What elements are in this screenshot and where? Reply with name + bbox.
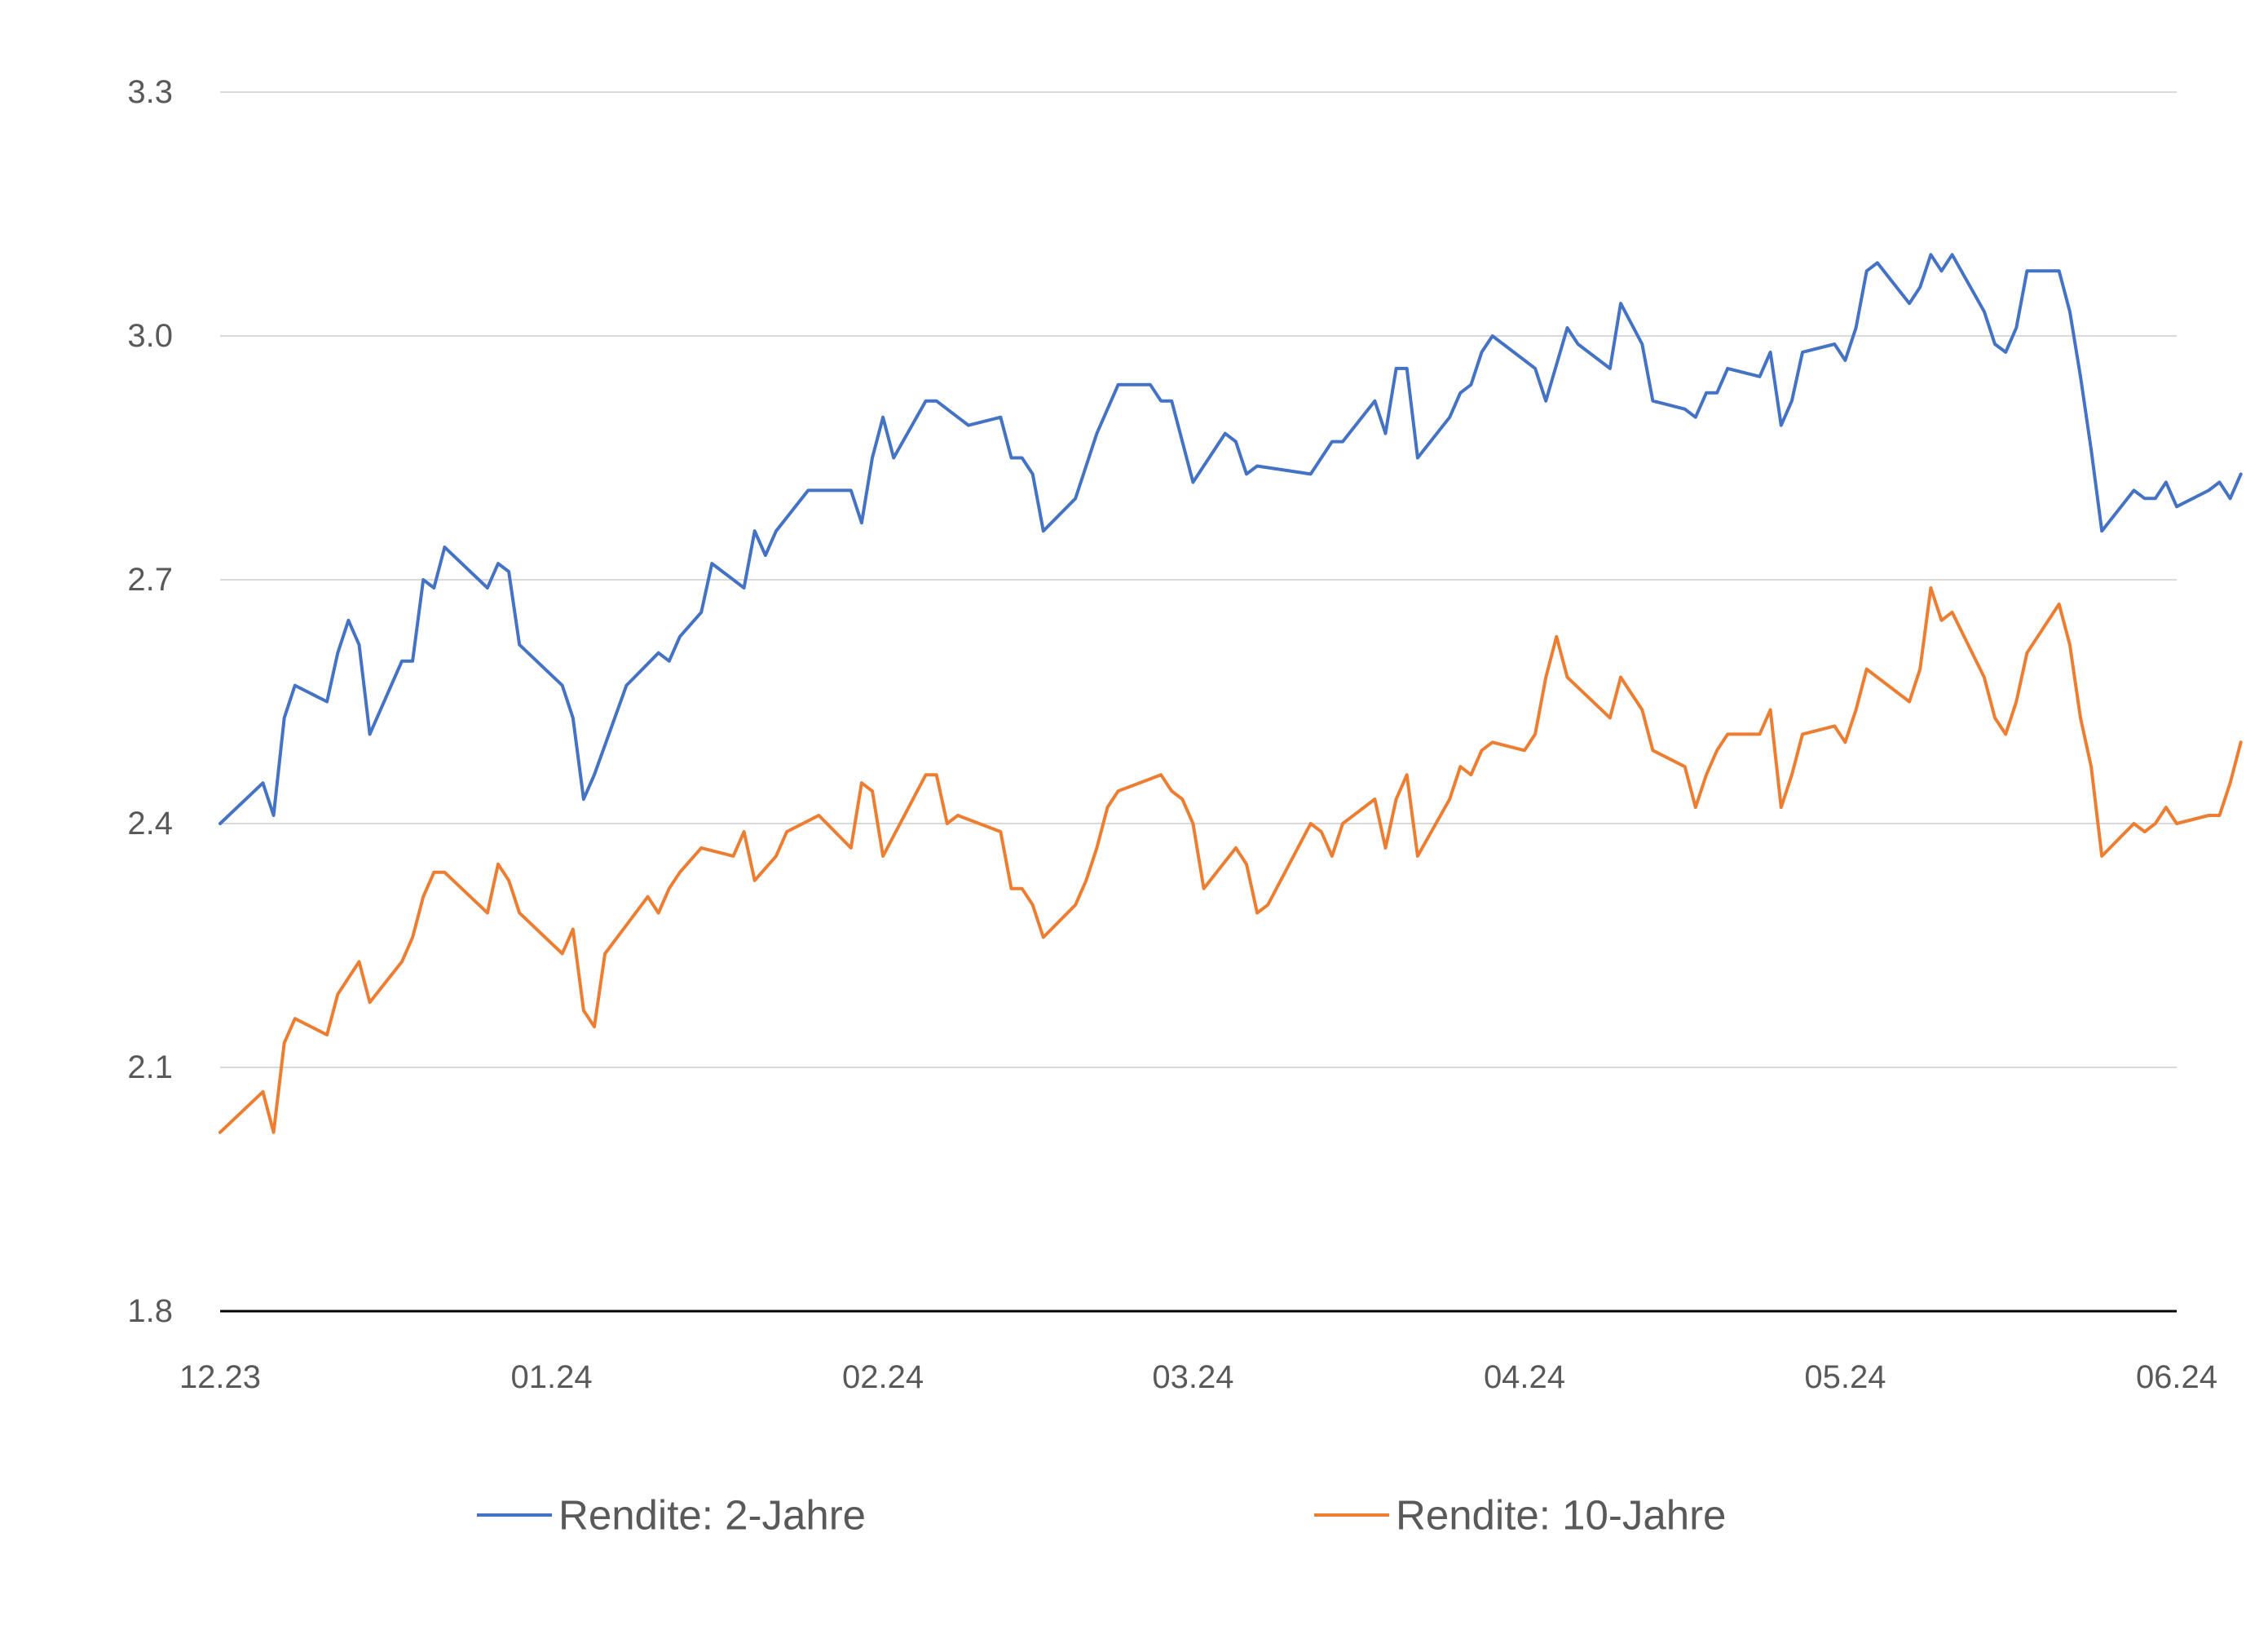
y-axis-tick-labels: 1.8 2.1 2.4 2.7 3.0 3.3 (127, 74, 173, 1329)
legend-item: Rendite: 2-Jahre (477, 1492, 866, 1539)
series-line-2-jahre (218, 253, 2243, 825)
series-lines (218, 253, 2243, 1134)
y-tick-label: 1.8 (127, 1293, 173, 1329)
legend-item: Rendite: 10-Jahre (1314, 1492, 1726, 1539)
x-axis-tick-labels: 12.23 01.24 02.24 03.24 04.24 05.24 06.24 (179, 1359, 2217, 1395)
gridlines (220, 91, 2177, 1068)
y-tick-label: 2.1 (127, 1049, 173, 1085)
y-tick-label: 2.7 (127, 562, 173, 598)
y-tick-label: 2.4 (127, 806, 173, 842)
x-tick-label: 01.24 (511, 1359, 593, 1395)
x-tick-label: 04.24 (1484, 1359, 1565, 1395)
x-tick-label: 12.23 (179, 1359, 261, 1395)
legend-label: Rendite: 10-Jahre (1396, 1492, 1726, 1539)
legend-label: Rendite: 2-Jahre (558, 1492, 866, 1539)
y-tick-label: 3.3 (127, 74, 173, 110)
x-tick-label: 03.24 (1152, 1359, 1233, 1395)
x-tick-label: 06.24 (2136, 1359, 2217, 1395)
x-tick-label: 02.24 (842, 1359, 924, 1395)
series-line-10-jahre (218, 586, 2243, 1134)
y-tick-label: 3.0 (127, 318, 173, 354)
legend: Rendite: 2-Jahre Rendite: 10-Jahre (477, 1492, 1726, 1539)
x-tick-label: 05.24 (1804, 1359, 1886, 1395)
